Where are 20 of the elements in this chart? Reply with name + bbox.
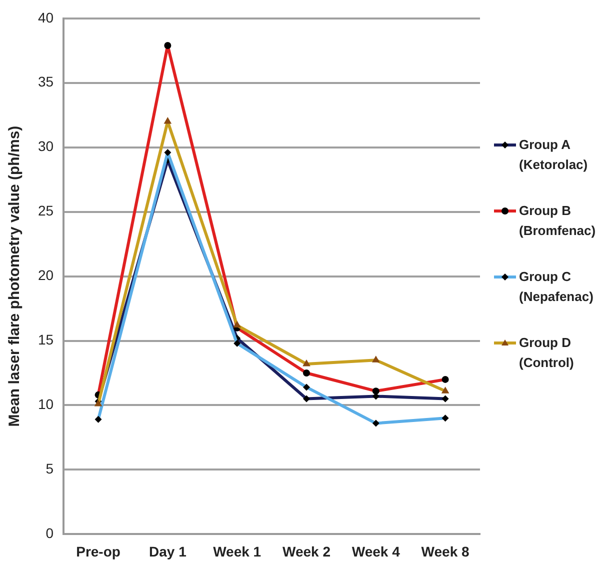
y-tick-label: 25 [38,202,54,219]
x-tick-label: Pre-op [76,543,120,560]
y-tick-label: 30 [38,138,54,154]
x-tick-label: Week 2 [282,543,331,560]
legend-label: Group A (Ketorolac) [519,136,589,174]
y-axis-title: Mean laser flare photometry value (ph/ms) [6,126,24,427]
y-tick-label: 5 [46,460,54,477]
y-tick-label: 0 [46,525,54,542]
y-tick-label: 35 [38,74,54,90]
x-tick-label: Day 1 [149,543,187,560]
y-tick-label: 15 [38,332,54,348]
legend-label: Group C (Nepafenac) [519,268,594,306]
y-tick-label: 20 [38,267,54,284]
x-tick-label: Week 1 [213,543,262,560]
y-tick-label: 40 [38,9,54,26]
y-tick-label: 10 [38,396,54,412]
legend-label: Group D (Control) [519,334,575,372]
x-tick-label: Week 4 [352,543,400,560]
x-tick-label: Week 8 [421,543,470,560]
legend-label: Group B (Bromfenac) [519,202,597,240]
